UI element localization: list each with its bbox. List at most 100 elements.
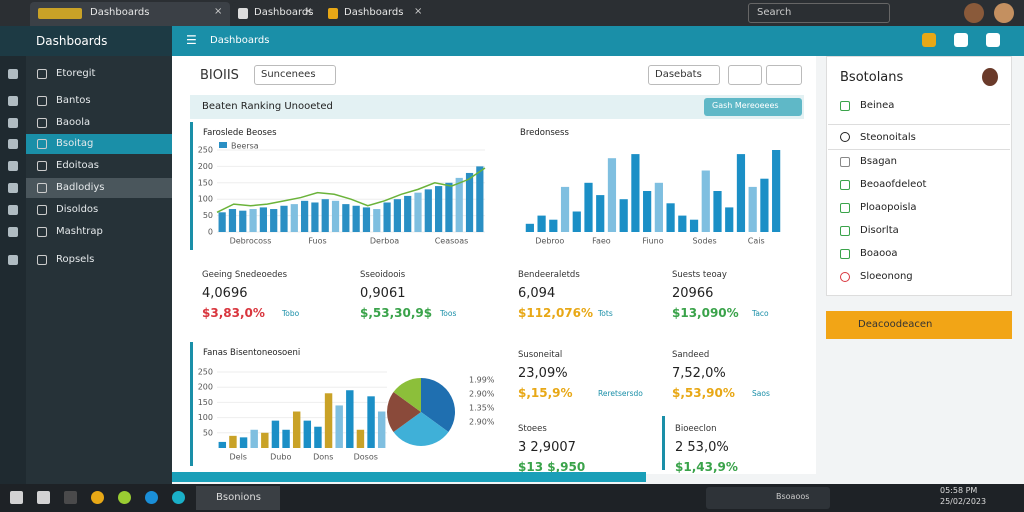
taskbar-icon[interactable] (37, 491, 50, 504)
kpi-note: Tots (598, 309, 613, 318)
bar (725, 207, 734, 232)
bar (250, 429, 258, 448)
bar (414, 192, 422, 232)
panel-item[interactable]: Boaooa (828, 244, 1010, 264)
panel-item[interactable]: Ploaopoisla (828, 198, 1010, 218)
bar (303, 420, 312, 448)
tab-close: × (414, 6, 423, 17)
taskbar-icon[interactable] (64, 491, 77, 504)
avatar (964, 3, 984, 23)
panel-item[interactable]: Sloeonong (828, 267, 1010, 287)
tab[interactable]: Dashboards × (322, 2, 430, 26)
filter-input[interactable]: Suncenees (254, 65, 336, 85)
taskbar-app[interactable]: Bsonions (196, 486, 280, 510)
chart-title: Fanas Bisentoneosoeni (203, 348, 301, 358)
panel-item[interactable]: Disorlta (828, 221, 1010, 241)
bar (772, 150, 781, 232)
header-menu: ☰ (186, 33, 197, 47)
sidebar-item[interactable]: Bantos (26, 91, 172, 111)
panel-icon (840, 272, 850, 282)
kpi-card: Suests teoay 20966 $13,090% Taco (662, 262, 810, 330)
bar (572, 211, 581, 232)
sidebar-item[interactable]: Edoitoas (26, 156, 172, 176)
x-tick-label: Derboa (370, 237, 399, 246)
chart-card: Bredonsess Debroo Faeo Fiuno Sodes Cais (507, 122, 805, 250)
taskbar-icon[interactable] (118, 491, 131, 504)
sidebar (0, 56, 172, 484)
header-button[interactable] (954, 33, 968, 47)
bar (352, 205, 360, 232)
panel-item[interactable]: Steonoitals (828, 124, 1010, 150)
bar (666, 203, 675, 232)
bar (321, 199, 329, 232)
bar (537, 215, 546, 232)
tab[interactable]: Dashboards × (30, 2, 230, 26)
bar (228, 209, 237, 232)
kpi-delta: $,15,9% (518, 386, 573, 400)
panel-button[interactable]: Deacoodeacen (826, 311, 1012, 339)
kpi-delta: $,53,30,9$ (360, 306, 433, 320)
taskbar-icon[interactable] (91, 491, 104, 504)
chart: 250 200 150 100 50 Dels Dubo Dons Dosos 1.99% 2.90… (198, 368, 495, 462)
sidebar-icon (37, 69, 47, 79)
y-tick-label: 200 (198, 383, 213, 392)
sidebar-icon (37, 255, 47, 265)
sidebar-item[interactable]: Bsoitag (26, 134, 172, 154)
panel-item[interactable]: Bsagan (828, 152, 1010, 172)
banner-button[interactable]: Gash Mereoeees (704, 98, 802, 116)
sidebar-item[interactable]: Ropsels (26, 250, 172, 270)
panel-item[interactable]: Beoaofdeleot (828, 175, 1010, 195)
kpi-note: Toos (440, 309, 457, 318)
bar (560, 186, 570, 232)
legend-swatch (219, 142, 227, 148)
sidebar-item[interactable]: Disoldos (26, 200, 172, 220)
clock-date: 25/02/2023 (940, 497, 987, 506)
bar (383, 202, 391, 232)
toolbar-button[interactable] (766, 65, 802, 85)
sidebar-item[interactable]: Badlodiys (26, 178, 172, 198)
sidebar-item[interactable]: Etoregit (26, 64, 172, 84)
pie-label: 2.90% (469, 418, 495, 427)
tab[interactable]: Dashboards × (232, 2, 320, 26)
taskbar-icon[interactable] (172, 491, 185, 504)
kpi-delta: $13 $,950 (518, 460, 586, 474)
taskbar-icon[interactable] (10, 491, 23, 504)
x-tick-label: Dels (230, 453, 247, 462)
kpi-card: Geeing Snedeoedes 4,0696 $3,83,0% Tobo (192, 262, 347, 330)
kpi-delta: $,53,90% (672, 386, 735, 400)
kpi-value: 6,094 (518, 286, 556, 301)
toolbar-button[interactable] (728, 65, 762, 85)
bar (377, 411, 386, 448)
chart-title: Faroslede Beoses (203, 128, 277, 138)
search-box[interactable]: Search (748, 3, 890, 23)
main (172, 56, 816, 474)
header-button[interactable] (986, 33, 1000, 47)
kpi-title: Geeing Snedeoedes (202, 270, 288, 280)
bar (346, 390, 354, 448)
taskbar-icon[interactable] (145, 491, 158, 504)
rail-icon (8, 227, 18, 237)
bar (549, 219, 558, 232)
bar (713, 191, 722, 232)
bar (736, 154, 746, 232)
tab-icon (328, 8, 338, 19)
tray-box: Bsoaoos (706, 487, 830, 509)
sidebar-icon (37, 161, 47, 171)
bar (525, 223, 534, 232)
kpi-title: Sandeed (672, 350, 710, 360)
rail-icon (8, 118, 18, 128)
x-tick-label: Debroo (535, 237, 564, 246)
header-button[interactable] (922, 33, 936, 47)
dropdown[interactable]: Dasebats (648, 65, 720, 85)
kpi-value: 23,09% (518, 366, 568, 381)
kpi-delta: $3,83,0% (202, 306, 265, 320)
panel-item[interactable]: Beinea (828, 96, 1010, 116)
x-tick-label: Sodes (693, 237, 717, 246)
sidebar-item[interactable]: Baoola (26, 113, 172, 133)
bar (311, 202, 319, 232)
panel-icon (840, 132, 850, 142)
x-tick-label: Fuos (308, 237, 326, 246)
kpi-note: Reretsersdo (598, 389, 643, 398)
sidebar-item[interactable]: Mashtrap (26, 222, 172, 242)
kpi-title: Bendeeraletds (518, 270, 580, 280)
